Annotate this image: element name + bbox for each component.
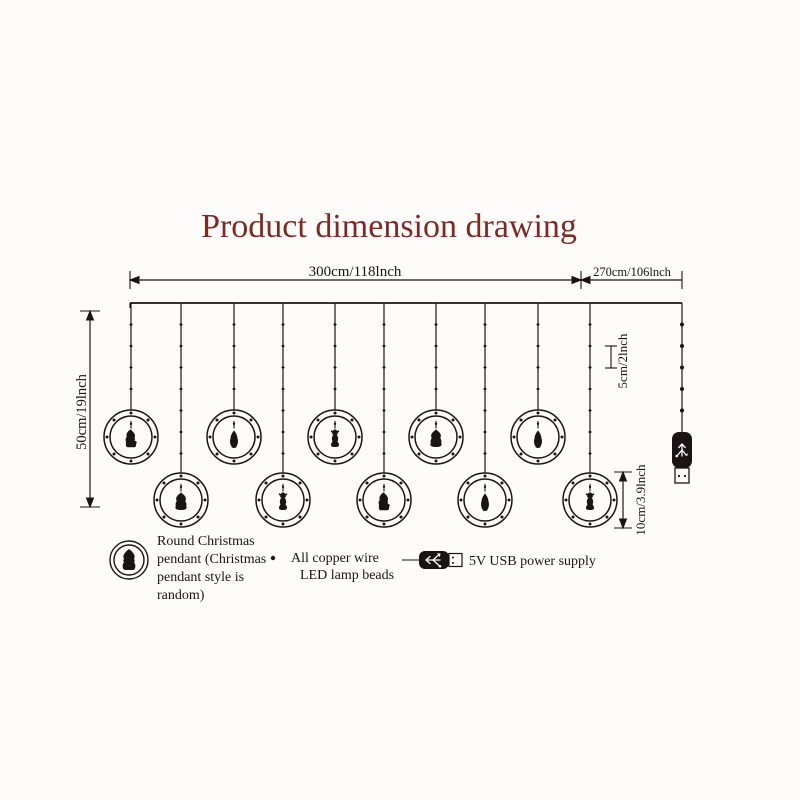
svg-text:300cm/118lnch: 300cm/118lnch — [309, 264, 402, 280]
svg-text:5V USB power supply: 5V USB power supply — [469, 554, 596, 569]
svg-text:LED lamp beads: LED lamp beads — [300, 568, 394, 583]
svg-text:50cm/19lnch: 50cm/19lnch — [74, 373, 90, 449]
svg-text:random): random) — [157, 588, 205, 603]
svg-text:270cm/106lnch: 270cm/106lnch — [593, 265, 672, 279]
svg-text:All copper wire: All copper wire — [291, 551, 379, 566]
svg-text:5cm/2lnch: 5cm/2lnch — [615, 333, 630, 388]
svg-text:Round Christmas: Round Christmas — [157, 534, 255, 549]
svg-text:pendant style is: pendant style is — [157, 570, 244, 585]
svg-text:pendant (Christmas: pendant (Christmas — [157, 552, 266, 567]
svg-text:10cm/3.9lnch: 10cm/3.9lnch — [633, 464, 648, 536]
svg-text:Product dimension drawing: Product dimension drawing — [201, 208, 577, 245]
